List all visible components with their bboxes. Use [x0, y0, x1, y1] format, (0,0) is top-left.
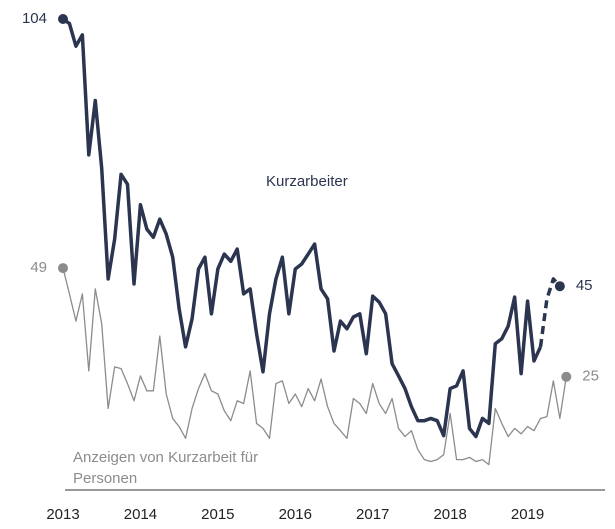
- value-label: 104: [22, 10, 47, 27]
- x-tick-label: 2014: [124, 506, 157, 523]
- end-dot: [58, 14, 68, 24]
- end-dot: [561, 371, 572, 382]
- x-tick-label: 2019: [511, 506, 544, 523]
- value-label: 25: [582, 368, 599, 385]
- line: [61, 17, 543, 439]
- line-projection: [538, 277, 562, 348]
- series-label: Kurzarbeiter: [266, 173, 348, 190]
- x-tick-label: 2013: [46, 506, 79, 523]
- x-tick-label: 2017: [356, 506, 389, 523]
- value-label: 49: [30, 259, 47, 276]
- line: [62, 267, 567, 466]
- x-tick-label: 2018: [433, 506, 466, 523]
- x-tick-label: 2015: [201, 506, 234, 523]
- end-dot: [554, 281, 565, 292]
- value-label: 45: [576, 277, 593, 294]
- x-tick-label: 2016: [279, 506, 312, 523]
- series-label: Anzeigen von Kurzarbeit für Personen: [73, 449, 259, 487]
- end-dot: [58, 263, 68, 274]
